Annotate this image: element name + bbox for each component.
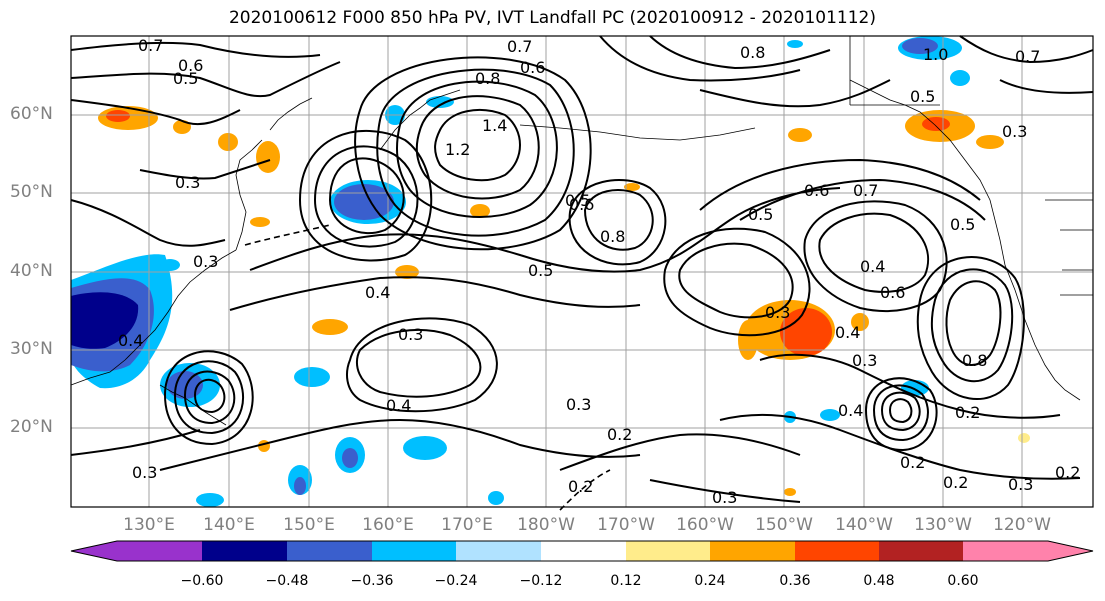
lon-label: 180°W	[517, 515, 575, 535]
colorbar-bin	[202, 541, 287, 561]
lon-label: 170°E	[441, 515, 493, 535]
pv-positive-shading	[98, 106, 1030, 496]
lat-label: 60°N	[10, 104, 53, 124]
colorbar-tick-label: 0.60	[947, 573, 979, 589]
contour-label: 0.4	[835, 323, 860, 342]
contour-label: 0.5	[950, 215, 975, 234]
contour-label: 0.4	[386, 396, 411, 415]
lon-label: 120°W	[993, 515, 1051, 535]
contour-label: 0.5	[565, 191, 590, 210]
contour-label: 0.3	[132, 463, 157, 482]
contour-label: 1.2	[445, 140, 470, 159]
colorbar-tick-label: −0.36	[350, 573, 394, 589]
contour-label: 0.2	[1055, 463, 1080, 482]
lat-label: 40°N	[10, 261, 53, 281]
contour-label: 0.2	[568, 477, 593, 496]
contour-label: 0.3	[566, 395, 591, 414]
map-title: 2020100612 F000 850 hPa PV, IVT Landfall…	[228, 8, 876, 28]
contour-label: 0.6	[569, 195, 594, 214]
colorbar-bin	[117, 541, 202, 561]
colorbar-extend-low	[71, 541, 117, 561]
pv-contours	[70, 35, 1094, 503]
contour-label: 0.4	[365, 283, 390, 302]
contour-label: 0.4	[118, 331, 143, 350]
colorbar-bin	[372, 541, 456, 561]
contour-label: 0.3	[193, 252, 218, 271]
contour-label: 0.3	[1008, 475, 1033, 494]
colorbar-bin	[626, 541, 710, 561]
contour-label: 0.7	[1015, 47, 1040, 66]
contour-label: 0.3	[765, 303, 790, 322]
colorbar-tick-label: 0.24	[694, 573, 726, 589]
contour-label: 0.3	[398, 325, 423, 344]
contour-label: 0.5	[910, 87, 935, 106]
contour-label: 0.6	[520, 58, 545, 77]
lon-label: 150°W	[755, 515, 813, 535]
contour-label: 0.4	[838, 401, 863, 420]
lon-label: 160°W	[676, 515, 734, 535]
contour-label: 0.4	[860, 257, 885, 276]
contour-label: 0.5	[748, 205, 773, 224]
colorbar-bin	[456, 541, 541, 561]
contour-label: 1.4	[482, 116, 507, 135]
contour-label: 0.7	[138, 36, 163, 55]
contour-labels: 0.7 0.5 0.6 0.8 0.6 0.7 0.8 1.0 0.7 0.5 …	[118, 36, 1080, 507]
contour-label: 0.3	[852, 351, 877, 370]
coastlines	[70, 36, 1093, 426]
contour-label: 0.2	[955, 403, 980, 422]
contour-label: 0.6	[880, 283, 905, 302]
lat-label: 20°N	[10, 417, 53, 437]
contour-label: 0.6	[178, 56, 203, 75]
contour-label: 0.3	[1002, 122, 1027, 141]
contour-label: 0.7	[507, 37, 532, 56]
contour-label: 0.5	[528, 261, 553, 280]
lon-label: 150°E	[283, 515, 335, 535]
lon-label: 140°W	[835, 515, 893, 535]
contour-label: 0.3	[175, 173, 200, 192]
lat-label: 50°N	[10, 182, 53, 202]
lon-label: 160°E	[362, 515, 414, 535]
contour-label: 0.8	[600, 227, 625, 246]
contour-label: 0.2	[943, 473, 968, 492]
contour-label: 0.8	[475, 69, 500, 88]
colorbar-tick-label: 0.12	[610, 573, 642, 589]
colorbar-extend-high	[1048, 541, 1093, 561]
contour-label: 0.8	[740, 43, 765, 62]
contour-label: 0.6	[804, 181, 829, 200]
colorbar-bin	[795, 541, 879, 561]
colorbar-tick-label: −0.48	[265, 573, 309, 589]
colorbar-tick-label: 0.36	[779, 573, 811, 589]
colorbar-tick-label: −0.24	[434, 573, 478, 589]
lon-label: 130°E	[123, 515, 175, 535]
contour-label: 0.2	[607, 425, 632, 444]
colorbar-bin	[963, 541, 1048, 561]
lon-label: 130°W	[914, 515, 972, 535]
contour-label: 0.8	[962, 351, 987, 370]
negative-contours	[244, 224, 611, 511]
colorbar-tick-label: −0.60	[180, 573, 224, 589]
colorbar	[70, 540, 1094, 562]
contour-label: 0.5	[173, 69, 198, 88]
lon-label: 140°E	[203, 515, 255, 535]
contour-label: 1.0	[923, 45, 948, 64]
contour-label: 0.3	[712, 488, 737, 507]
lat-label: 30°N	[10, 339, 53, 359]
colorbar-bin	[287, 541, 372, 561]
colorbar-bin	[710, 541, 795, 561]
contour-label: 0.2	[900, 453, 925, 472]
colorbar-tick-label: 0.48	[863, 573, 895, 589]
colorbar-bin	[879, 541, 963, 561]
contour-label: 0.7	[853, 181, 878, 200]
colorbar-bin	[541, 541, 626, 561]
lon-label: 170°W	[597, 515, 655, 535]
colorbar-tick-label: −0.12	[519, 573, 563, 589]
